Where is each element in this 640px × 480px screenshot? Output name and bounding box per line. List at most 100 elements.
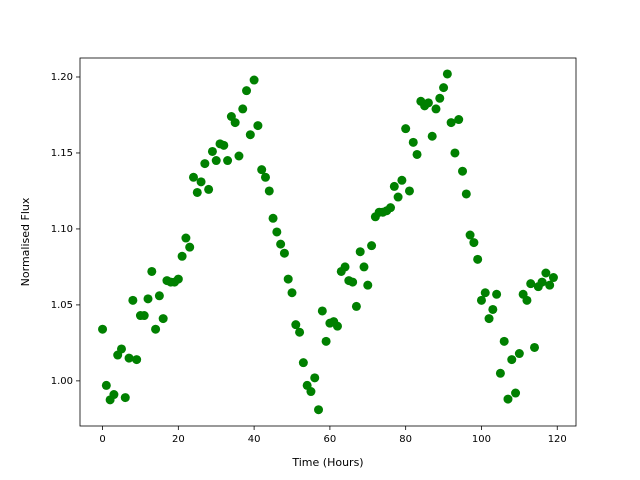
- point: [469, 238, 479, 248]
- point: [223, 156, 233, 166]
- point: [454, 115, 464, 125]
- point: [98, 324, 108, 334]
- point: [332, 321, 342, 331]
- point: [363, 280, 373, 290]
- point: [442, 69, 452, 79]
- point: [291, 320, 301, 330]
- point: [537, 277, 547, 287]
- point: [109, 390, 119, 400]
- point: [492, 289, 502, 299]
- point: [545, 280, 555, 290]
- point: [120, 393, 130, 403]
- point: [439, 83, 449, 93]
- point: [522, 295, 532, 305]
- y-tick-label: 1.10: [51, 224, 73, 235]
- point: [249, 75, 259, 85]
- y-axis-title: Normalised Flux: [19, 197, 32, 286]
- point: [287, 288, 297, 298]
- point: [242, 86, 252, 96]
- point: [181, 233, 191, 243]
- point: [355, 247, 365, 257]
- point: [446, 118, 456, 128]
- point: [238, 104, 248, 114]
- point: [511, 388, 521, 398]
- point: [461, 189, 471, 199]
- point: [351, 301, 361, 311]
- point: [211, 156, 221, 166]
- point: [503, 394, 513, 404]
- point: [397, 175, 407, 185]
- x-tick-label: 40: [248, 434, 261, 445]
- point: [204, 184, 214, 194]
- point: [507, 355, 517, 365]
- x-tick-label: 80: [399, 434, 412, 445]
- point: [116, 344, 126, 354]
- point: [408, 137, 418, 147]
- point: [128, 295, 138, 305]
- point: [219, 140, 229, 150]
- point: [473, 254, 483, 264]
- point: [435, 93, 445, 103]
- point: [348, 277, 358, 287]
- x-tick-label: 0: [99, 434, 105, 445]
- y-tick-label: 1.15: [51, 148, 73, 159]
- plot-frame: [79, 57, 577, 427]
- point: [192, 187, 202, 197]
- point: [230, 118, 240, 128]
- x-tick-label: 100: [472, 434, 491, 445]
- point: [279, 248, 289, 258]
- point: [283, 274, 293, 284]
- point: [340, 262, 350, 272]
- point: [196, 177, 206, 187]
- point: [276, 239, 286, 249]
- point: [458, 166, 468, 176]
- point: [154, 291, 164, 301]
- point: [412, 149, 422, 159]
- point: [488, 304, 498, 314]
- point: [386, 203, 396, 213]
- point: [132, 355, 142, 365]
- point: [367, 241, 377, 251]
- point: [530, 342, 540, 352]
- point: [268, 213, 278, 223]
- point: [245, 130, 255, 140]
- x-tick-label: 20: [172, 434, 185, 445]
- point: [314, 405, 324, 415]
- point: [298, 358, 308, 368]
- point: [541, 268, 551, 278]
- point: [317, 306, 327, 316]
- point: [200, 159, 210, 169]
- point: [234, 151, 244, 161]
- point: [306, 387, 316, 397]
- point: [389, 181, 399, 191]
- x-tick-label: 120: [548, 434, 567, 445]
- point: [177, 251, 187, 261]
- point: [253, 121, 263, 131]
- point: [514, 349, 524, 359]
- point: [264, 186, 274, 196]
- point: [124, 353, 134, 363]
- point: [499, 336, 509, 346]
- point: [450, 148, 460, 158]
- point: [207, 146, 217, 156]
- point: [321, 336, 331, 346]
- point: [393, 192, 403, 202]
- point: [147, 266, 157, 276]
- point: [158, 314, 168, 324]
- point: [173, 274, 183, 284]
- x-axis-title: Time (Hours): [291, 456, 363, 469]
- point: [143, 294, 153, 304]
- y-tick-label: 1.20: [51, 72, 73, 83]
- point: [427, 131, 437, 141]
- point: [272, 227, 282, 237]
- point: [185, 242, 195, 252]
- point: [480, 288, 490, 298]
- y-tick-label: 1.05: [51, 300, 73, 311]
- point: [359, 262, 369, 272]
- point: [401, 124, 411, 134]
- point: [139, 311, 149, 321]
- point: [495, 368, 505, 378]
- point: [260, 172, 270, 182]
- point: [295, 327, 305, 337]
